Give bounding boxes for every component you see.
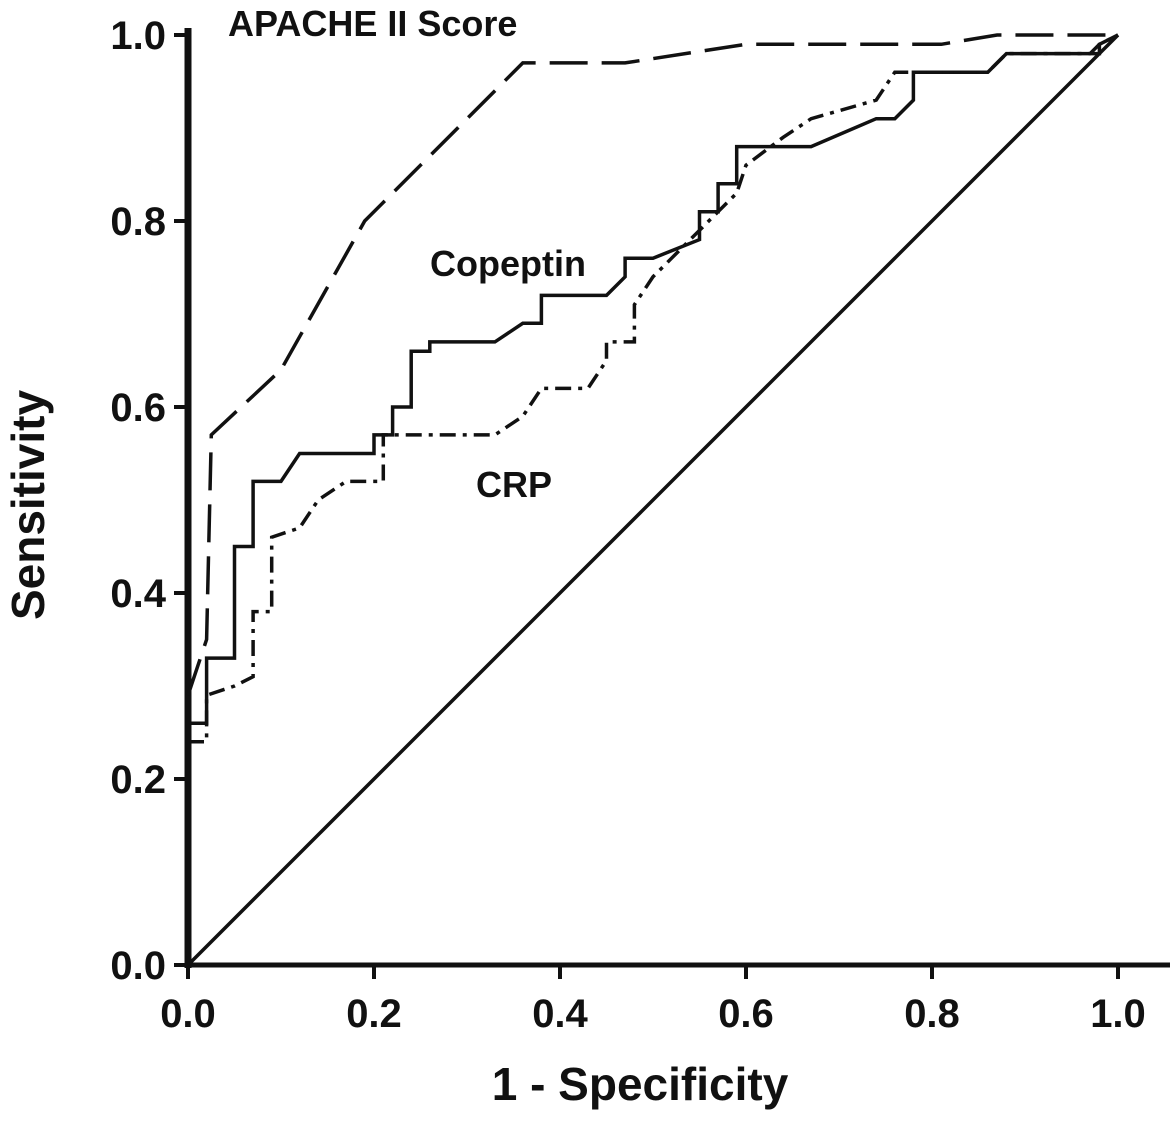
y-axis-title: Sensitivity [2, 390, 54, 621]
copeptin-series-label: Copeptin [430, 243, 586, 284]
x-axis-title: 1 - Specificity [492, 1058, 789, 1110]
x-tick-label: 0.8 [904, 992, 960, 1036]
y-tick-label: 0.8 [110, 200, 166, 244]
x-tick-label: 1.0 [1090, 992, 1146, 1036]
axes-group: 0.0 0.2 0.4 0.6 0.8 1.0 0.0 0.2 0.4 0.6 0.8 1.0 [110, 14, 1170, 1036]
copeptin-curve [188, 33, 1119, 725]
x-tick-label: 0.4 [532, 992, 588, 1036]
y-tick-label: 0.0 [110, 944, 166, 988]
y-tick-label: 0.4 [110, 572, 166, 616]
apache-ii-score-curve [186, 33, 1118, 696]
y-tick-label: 0.2 [110, 758, 166, 802]
x-tick-label: 0.0 [160, 992, 216, 1036]
series-group [186, 33, 1120, 967]
x-tick-label: 0.6 [718, 992, 774, 1036]
crp-series-label: CRP [476, 464, 552, 505]
labels-group: 1 - Specificity Sensitivity APACHE II Sc… [2, 3, 789, 1110]
y-tick-label: 1.0 [110, 14, 166, 58]
apache-series-label: APACHE II Score [228, 3, 517, 44]
y-tick-label: 0.6 [110, 386, 166, 430]
crp-curve [188, 33, 1119, 744]
x-tick-label: 0.2 [346, 992, 402, 1036]
reference-curve [186, 33, 1120, 967]
